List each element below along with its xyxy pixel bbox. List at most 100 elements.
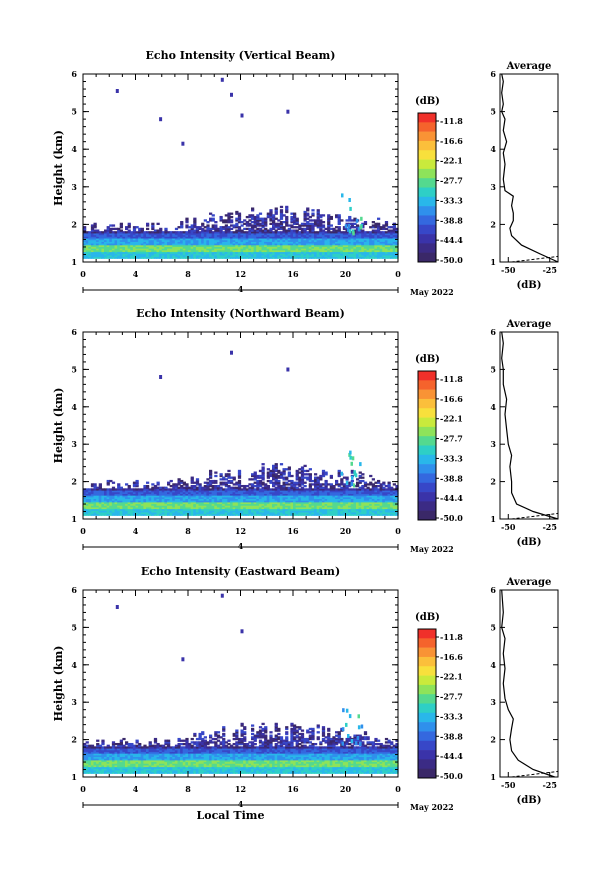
heatmap-cell [172, 493, 176, 496]
heatmap-cell [198, 508, 202, 511]
heatmap-cell [85, 501, 89, 505]
heatmap-cell [308, 256, 312, 259]
heatmap-cell [279, 243, 284, 246]
heatmap-cell [274, 239, 278, 242]
heatmap-cell [361, 501, 365, 505]
heatmap-cell [261, 468, 265, 471]
heatmap-cell [366, 243, 370, 246]
heatmap-cell [135, 231, 139, 234]
heatmap-cell [174, 251, 179, 254]
heatmap-cell [93, 224, 97, 227]
heatmap-cell [361, 256, 365, 259]
heatmap-cell [230, 246, 234, 249]
heatmap-cell [279, 486, 284, 489]
heatmap-cell [190, 496, 194, 500]
heatmap-cell [295, 488, 299, 491]
heatmap-cell [327, 219, 331, 222]
heatmap-cell [319, 484, 323, 488]
heatmap-cell [135, 251, 139, 254]
heatmap-cell [272, 232, 276, 236]
heatmap-cell [227, 501, 231, 505]
heatmap-cell [253, 248, 257, 251]
heatmap-cell [253, 236, 257, 239]
heatmap-cell [214, 510, 218, 513]
heatmap-cell [98, 505, 102, 508]
heatmap-cell [132, 231, 137, 234]
heatmap-cell [101, 505, 105, 508]
heatmap-cell [337, 513, 341, 516]
heatmap-cell [314, 234, 318, 237]
heatmap-cell [264, 490, 268, 493]
heatmap-cell [261, 493, 265, 496]
heatmap-cell [340, 231, 344, 234]
heatmap-cell [340, 493, 344, 496]
heatmap-cell [201, 251, 205, 254]
heatmap-cell [327, 249, 331, 253]
heatmap-cell [177, 486, 181, 489]
heatmap-cell [300, 222, 305, 225]
heatmap-cell [361, 224, 365, 227]
heatmap-cell [195, 239, 200, 242]
heatmap-cell [148, 513, 152, 516]
heatmap-cell [340, 491, 344, 494]
heatmap-cell [193, 239, 197, 242]
heatmap-cell [335, 256, 339, 259]
heatmap-cell [290, 256, 294, 259]
heatmap-cell [256, 508, 260, 511]
heatmap-cell [335, 483, 339, 486]
heatmap-cell [211, 251, 215, 254]
heatmap-cell [387, 239, 391, 242]
heatmap-cell [98, 256, 102, 259]
heatmap-cell [350, 488, 354, 491]
heatmap-cell [193, 221, 197, 224]
heatmap-cell [293, 229, 297, 232]
heatmap-cell [251, 249, 255, 253]
heatmap-cell [85, 503, 89, 506]
heatmap-cell [243, 244, 247, 247]
heatmap-cell [358, 474, 362, 478]
heatmap-cell [106, 244, 110, 247]
heatmap-cell [230, 511, 234, 515]
heatmap-cell [143, 256, 147, 259]
heatmap-cell [172, 505, 176, 508]
heatmap-cell [235, 498, 239, 501]
heatmap-cell [274, 463, 278, 466]
heatmap-cell [279, 474, 284, 478]
heatmap-cell [311, 229, 315, 232]
heatmap-cell [146, 490, 150, 493]
heatmap-cell [174, 236, 179, 239]
heatmap-cell [382, 236, 386, 239]
heatmap-cell [206, 239, 210, 242]
heatmap-cell [106, 508, 110, 511]
heatmap-cell [243, 493, 247, 496]
heatmap-cell [314, 479, 318, 483]
heatmap-cell [143, 491, 147, 494]
heatmap-cell [332, 231, 336, 234]
heatmap-cell [151, 496, 155, 500]
heatmap-cell [369, 495, 373, 498]
heatmap-cell [324, 513, 328, 516]
heatmap-cell [240, 511, 244, 515]
heatmap-cell [109, 239, 113, 242]
heatmap-cell [258, 219, 263, 222]
heatmap-cell [177, 511, 181, 515]
heatmap-cell [214, 244, 218, 247]
heatmap-cell [177, 243, 181, 246]
heatmap-cell [300, 491, 305, 494]
heatmap-cell [156, 490, 160, 493]
heatmap-cell [295, 219, 299, 222]
heatmap-cell [219, 253, 223, 256]
heatmap-cell [345, 254, 349, 258]
heatmap-cell [230, 244, 234, 247]
heatmap-cell [274, 501, 278, 505]
heatmap-cell [167, 511, 171, 515]
heatmap-cell [285, 217, 289, 220]
heatmap-cell [287, 232, 291, 236]
heatmap-cell [224, 214, 228, 217]
heatmap-cell [337, 256, 341, 259]
heatmap-cell [114, 493, 118, 496]
heatmap-cell [185, 231, 189, 234]
heatmap-cell [358, 239, 362, 242]
heatmap-cell [377, 244, 381, 247]
heatmap-cell [114, 503, 118, 506]
